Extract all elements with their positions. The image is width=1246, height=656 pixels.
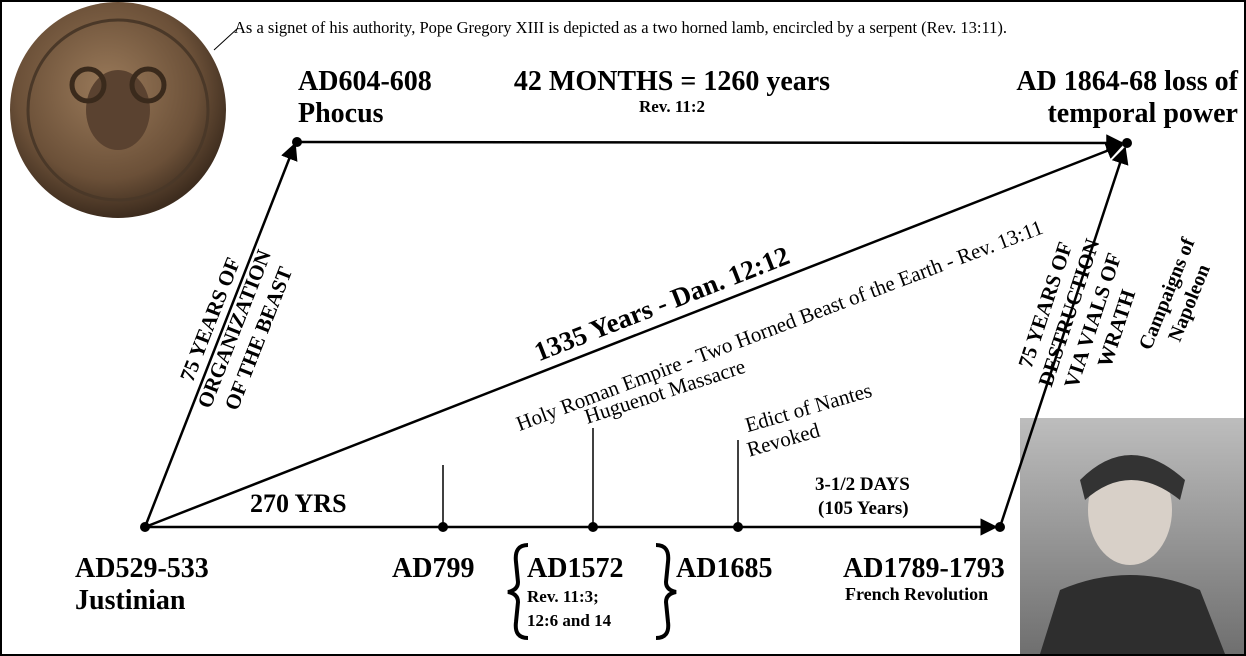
label: (105 Years) [818, 498, 909, 519]
timeline [143, 134, 1129, 536]
nodes [140, 137, 1132, 532]
portrait [1020, 418, 1244, 654]
caption: As a signet of his authority, Pope Grego… [234, 18, 1007, 37]
label: AD1789-1793 [843, 553, 1005, 584]
label: Rev. 11:2 [639, 97, 705, 116]
label: 12:6 and 14 [527, 611, 612, 630]
label: 3-1/2 DAYS [815, 474, 910, 495]
label: AD529-533 [75, 553, 209, 584]
label: French Revolution [845, 584, 988, 604]
braces [507, 543, 677, 640]
medal [10, 2, 226, 218]
label: Rev. 11:3; [527, 587, 599, 606]
label: 42 MONTHS = 1260 years [514, 66, 830, 97]
label: 270 YRS [250, 489, 347, 518]
label: AD 1864-68 loss of [1016, 66, 1238, 97]
label: Justinian [75, 585, 186, 616]
label: AD799 [392, 553, 474, 584]
label: temporal power [1047, 98, 1238, 129]
label: AD604-608 [298, 66, 432, 97]
label: AD1572 [527, 553, 623, 584]
label: Phocus [298, 98, 384, 129]
label: AD1685 [676, 553, 772, 584]
